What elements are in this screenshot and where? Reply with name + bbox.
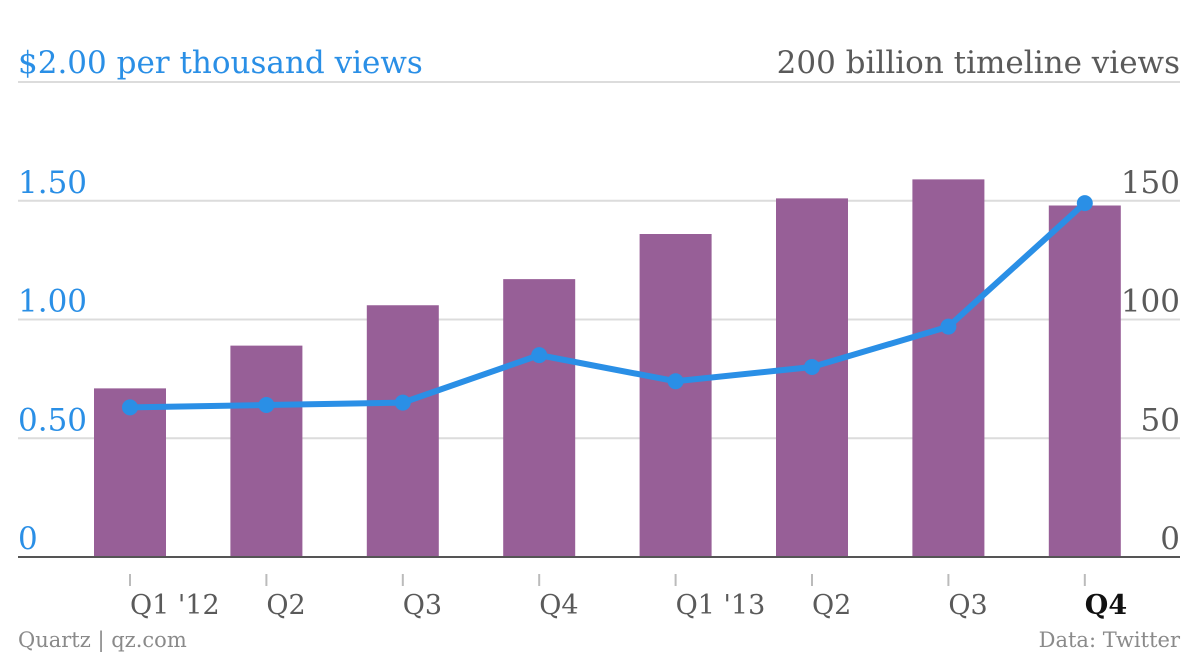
category-label: Q4 xyxy=(539,590,578,621)
right-axis-title: 200 billion timeline views xyxy=(777,45,1180,81)
bar xyxy=(1048,205,1121,557)
line-series xyxy=(122,195,1093,416)
line-point xyxy=(940,318,957,335)
line-point xyxy=(122,399,138,416)
x-axis-categories: Q1 '12 Q2 Q3 Q4 Q1 '13 Q2 Q3 Q4 xyxy=(129,574,1127,621)
category-label: Q2 xyxy=(812,590,851,621)
data-source: Data: Twitter xyxy=(1039,628,1181,652)
right-tick-label: 150 xyxy=(1121,165,1180,201)
bar xyxy=(366,305,439,557)
category-label: Q2 xyxy=(266,590,305,621)
category-label: Q1 '12 xyxy=(130,590,220,621)
left-axis-title: $2.00 per thousand views xyxy=(18,45,423,81)
line-path xyxy=(127,200,1088,411)
bar xyxy=(639,234,712,557)
category-label: Q3 xyxy=(403,590,442,621)
bar xyxy=(912,179,985,557)
left-tick-label: 0.50 xyxy=(18,402,87,438)
category-label: Q1 '13 xyxy=(676,590,766,621)
left-tick-label: 0 xyxy=(18,521,38,557)
bar xyxy=(776,198,848,557)
right-tick-label: 100 xyxy=(1121,284,1180,320)
left-tick-label: 1.50 xyxy=(18,165,87,201)
source-credit: Quartz | qz.com xyxy=(18,628,187,653)
line-point xyxy=(258,397,275,413)
category-label: Q3 xyxy=(948,590,987,621)
right-tick-label: 0 xyxy=(1160,521,1180,557)
gridlines xyxy=(18,81,1180,440)
line-point xyxy=(667,373,684,390)
bar xyxy=(230,345,303,557)
category-label: Q4 xyxy=(1085,590,1127,621)
right-axis-ticks: 0 50 100 150 xyxy=(1121,165,1180,557)
bar-series xyxy=(94,179,1121,557)
bar xyxy=(503,279,576,557)
line-point xyxy=(531,347,548,364)
left-tick-label: 1.00 xyxy=(18,284,87,320)
bar xyxy=(94,388,166,557)
right-tick-label: 50 xyxy=(1141,402,1180,438)
line-point xyxy=(394,394,411,411)
line-point xyxy=(804,359,820,375)
left-axis-ticks: 0 0.50 1.00 1.50 xyxy=(18,165,87,557)
line-point xyxy=(1076,195,1093,212)
